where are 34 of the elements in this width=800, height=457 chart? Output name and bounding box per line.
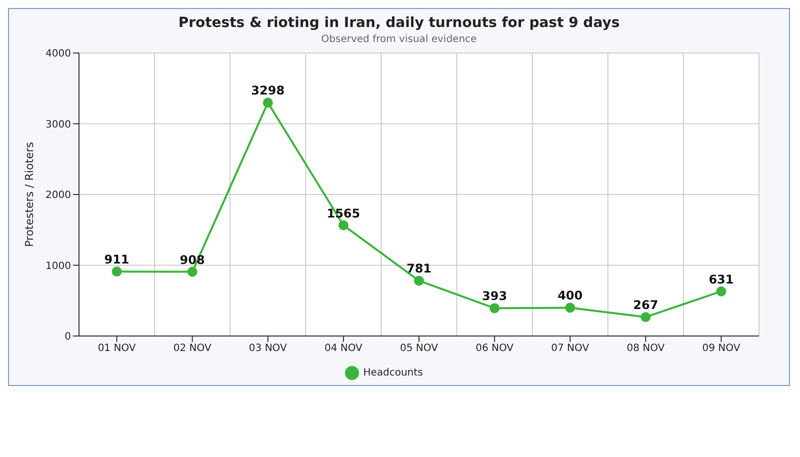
legend-label: Headcounts [363, 368, 423, 379]
point [262, 98, 273, 108]
x-tick-label: 05 NOV [400, 343, 438, 354]
y-axis-title: Protesters / Rioters [22, 142, 36, 248]
x-tick-label: 08 NOV [626, 343, 665, 354]
data-label: 400 [558, 288, 583, 303]
y-tick-label: 3000 [46, 119, 71, 130]
chart-subtitle: Observed from visual evidence [320, 34, 478, 45]
point [187, 266, 198, 277]
point [640, 312, 651, 322]
point [716, 286, 726, 296]
data-label: 267 [633, 298, 658, 312]
point [490, 303, 500, 314]
point [414, 276, 424, 286]
data-label: 631 [708, 272, 734, 286]
x-tick-label: 02 NOV [173, 343, 212, 354]
data-label: 393 [482, 289, 508, 304]
x-tick-label: 07 NOV [551, 343, 590, 354]
y-tick-label: 4000 [46, 48, 71, 60]
point [112, 266, 122, 277]
data-label: 911 [104, 252, 130, 267]
x-tick-label: 09 NOV [702, 343, 740, 354]
point [338, 220, 348, 230]
y-tick-label: 1000 [46, 260, 71, 272]
data-label: 3298 [251, 84, 285, 98]
x-tick-label: 06 NOV [476, 343, 514, 354]
data-label: 781 [406, 262, 432, 276]
point [565, 302, 576, 313]
x-tick-label: 04 NOV [324, 343, 363, 354]
x-tick-label: 03 NOV [248, 343, 288, 354]
y-tick-label: 0 [64, 332, 71, 343]
chart-title: Protests & rioting in Iran, daily turnouts for past 9 days [177, 15, 621, 31]
x-tick-label: 01 NOV [98, 343, 136, 354]
y-tick-label: 2000 [46, 190, 71, 202]
